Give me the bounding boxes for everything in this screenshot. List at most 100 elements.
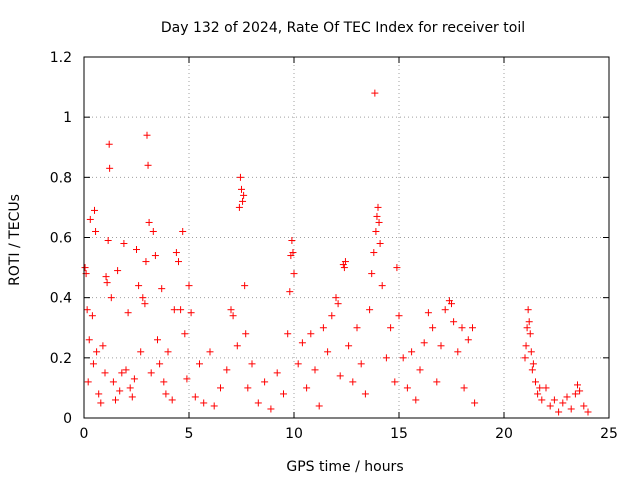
data-point [107, 294, 115, 302]
data-point [523, 324, 531, 332]
x-tick-label: 10 [285, 426, 303, 442]
data-point [334, 300, 342, 308]
data-point [408, 348, 416, 356]
data-point [239, 197, 247, 205]
data-point [307, 330, 315, 338]
data-point [387, 324, 395, 332]
data-point [83, 306, 91, 314]
data-point [403, 384, 411, 392]
y-tick-label: 0.4 [50, 291, 72, 307]
data-point [286, 288, 294, 296]
data-point [580, 402, 588, 410]
data-point [298, 339, 306, 347]
data-point [103, 279, 111, 287]
data-point [112, 396, 119, 404]
data-point [124, 309, 132, 317]
y-tick-label: 0.8 [50, 170, 72, 186]
data-point [324, 348, 332, 356]
data-point [361, 390, 369, 398]
data-point [126, 384, 134, 392]
data-point [559, 399, 567, 407]
data-point [284, 330, 292, 338]
data-point [233, 342, 241, 350]
data-point [366, 306, 374, 314]
data-point [420, 339, 428, 347]
data-point [88, 312, 96, 320]
data-point [196, 360, 203, 368]
data-point [254, 399, 262, 407]
data-point [584, 408, 592, 416]
data-point [85, 336, 93, 344]
x-tick-label: 15 [390, 426, 408, 442]
x-tick-label: 25 [600, 426, 618, 442]
data-point [353, 324, 361, 332]
data-point [315, 402, 323, 410]
data-point [289, 249, 297, 257]
data-point [154, 336, 161, 344]
data-point [145, 218, 153, 226]
data-point [106, 164, 114, 172]
data-point [206, 348, 214, 356]
data-point [191, 393, 199, 401]
y-tick-label: 1.2 [50, 50, 72, 66]
data-point [236, 173, 244, 181]
data-point [372, 227, 380, 235]
y-tick-label: 0.6 [50, 231, 72, 247]
data-point [89, 360, 97, 368]
data-point [546, 402, 554, 410]
data-point [81, 264, 89, 272]
chart-title: Day 132 of 2024, Rate Of TEC Index for r… [161, 20, 525, 36]
data-point [349, 378, 357, 386]
data-point [149, 227, 157, 235]
data-point [542, 384, 550, 392]
data-point [328, 312, 336, 320]
data-point [526, 330, 534, 338]
data-point [114, 267, 122, 275]
data-point [240, 191, 248, 199]
data-point [571, 390, 579, 398]
data-point [574, 381, 581, 389]
data-point [141, 300, 149, 308]
data-point [179, 227, 187, 235]
data-point [532, 378, 539, 386]
data-point [162, 390, 170, 398]
y-tick-label: 0.2 [50, 351, 72, 367]
data-point [273, 369, 281, 377]
data-point [437, 342, 445, 350]
data-point [120, 240, 128, 248]
data-point [187, 309, 195, 317]
data-point [527, 348, 535, 356]
data-point [130, 375, 138, 383]
grid [84, 57, 609, 418]
x-axis-label: GPS time / hours [286, 459, 403, 475]
y-tick-label: 1 [63, 110, 72, 126]
data-point [142, 258, 150, 266]
data-point [92, 227, 100, 235]
data-point [280, 390, 287, 398]
data-point [93, 348, 101, 356]
data-point [139, 294, 147, 302]
data-point [261, 378, 269, 386]
data-point [105, 140, 113, 148]
data-point [102, 273, 110, 281]
data-point [227, 306, 235, 314]
data-point [143, 131, 151, 139]
data-point [534, 390, 542, 398]
data-point [158, 285, 166, 293]
data-point [441, 306, 449, 314]
data-point [238, 185, 245, 193]
data-point [229, 312, 237, 320]
data-point [576, 387, 584, 395]
data-point [95, 390, 103, 398]
data-point [563, 393, 571, 401]
data-point [109, 378, 117, 386]
data-point [241, 282, 249, 290]
data-point [336, 372, 344, 380]
data-point [357, 360, 365, 368]
data-point [122, 366, 130, 374]
data-point [160, 378, 168, 386]
data-point [429, 324, 437, 332]
data-point [567, 405, 575, 413]
data-point [382, 354, 390, 362]
data-point [137, 348, 145, 356]
